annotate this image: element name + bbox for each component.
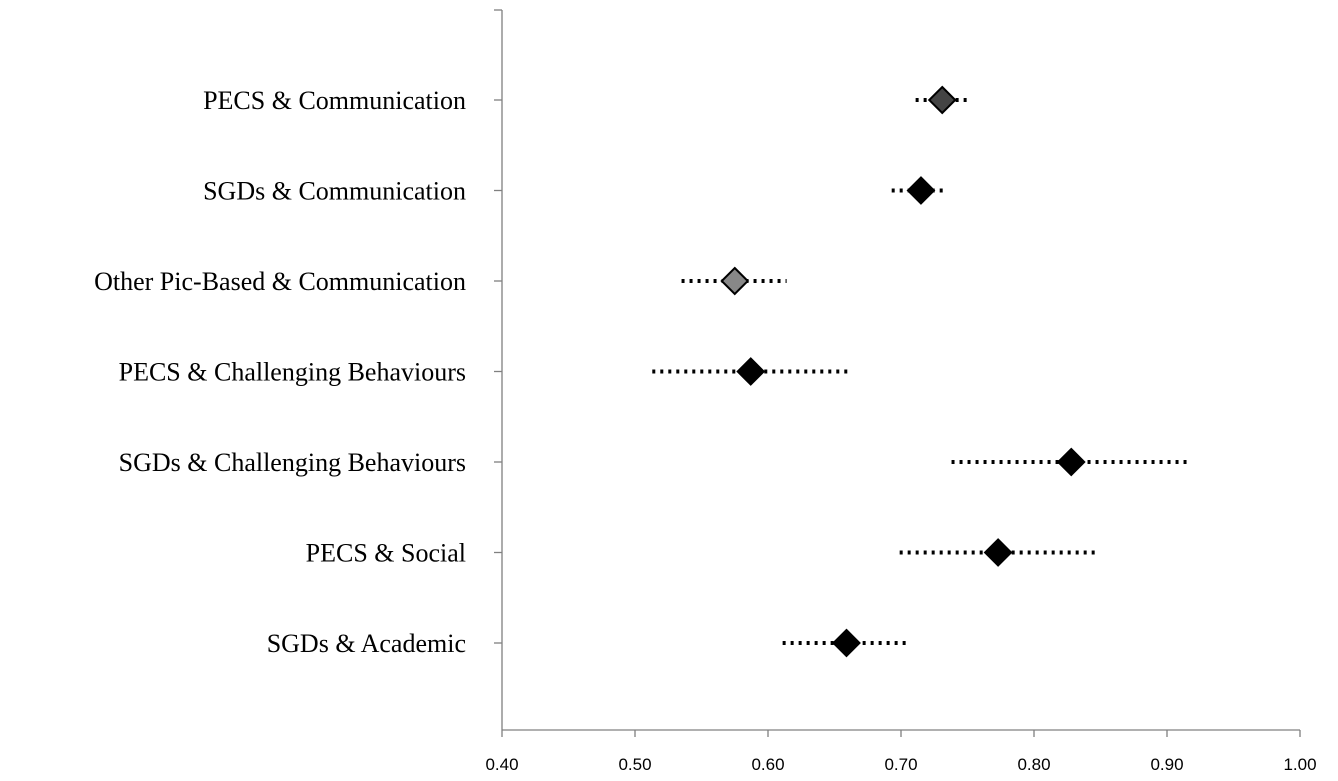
x-tick-label: 1.00 <box>1283 755 1316 774</box>
axis-ticks <box>494 9 1301 737</box>
x-tick-label: 0.50 <box>618 755 651 774</box>
point-estimate-diamond <box>927 85 957 115</box>
x-tick-label: 0.60 <box>751 755 784 774</box>
x-tick-label: 0.90 <box>1150 755 1183 774</box>
category-labels: PECS & Communication SGDs & Communication… <box>94 86 466 658</box>
category-label: Other Pic-Based & Communication <box>94 267 466 296</box>
category-label: PECS & Challenging Behaviours <box>119 358 466 387</box>
category-label: PECS & Social <box>306 539 466 568</box>
category-label: SGDs & Academic <box>267 629 466 658</box>
x-tick-labels: 0.40 0.50 0.60 0.70 0.80 0.90 1.00 <box>485 755 1316 774</box>
axes <box>501 10 1300 731</box>
category-label: SGDs & Communication <box>203 177 466 206</box>
x-tick-label: 0.40 <box>485 755 518 774</box>
point-estimate-diamond <box>1056 447 1086 477</box>
point-estimate-diamond <box>736 357 766 386</box>
point-estimate-diamond <box>720 266 750 296</box>
point-estimate-diamond <box>832 628 861 658</box>
x-tick-label: 0.80 <box>1017 755 1050 774</box>
category-label: SGDs & Challenging Behaviours <box>119 448 466 477</box>
x-tick-label: 0.70 <box>884 755 917 774</box>
data-marks <box>652 85 1189 658</box>
point-estimate-diamond <box>906 176 936 205</box>
category-label: PECS & Communication <box>203 86 466 115</box>
point-estimate-diamond <box>983 538 1013 567</box>
